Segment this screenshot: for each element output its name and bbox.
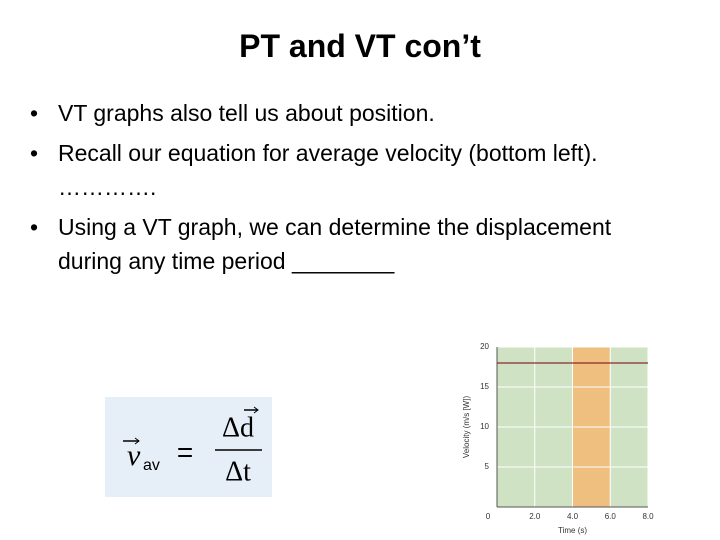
bullet: VT graphs also tell us about position. xyxy=(30,96,660,130)
bullet: Recall our equation for average velocity… xyxy=(30,136,660,204)
vector-arrow xyxy=(253,406,259,414)
equation-box xyxy=(105,397,272,497)
y-tick-label: 5 xyxy=(485,462,490,471)
eq-sub: av xyxy=(143,457,160,474)
y-tick-label: 15 xyxy=(480,382,489,391)
eq-numerator: Δd xyxy=(222,412,254,443)
eq-denominator: Δt xyxy=(225,456,251,487)
slide-title: PT and VT con’t xyxy=(239,28,481,64)
vector-arrow xyxy=(134,437,140,445)
x-tick-label: 4.0 xyxy=(567,512,579,521)
y-axis-label: Velocity (m/s [W]) xyxy=(462,396,471,459)
x-tick-label: 0 xyxy=(486,512,491,521)
y-tick-label: 20 xyxy=(480,342,489,351)
eq-v: v xyxy=(127,439,141,472)
bullet-list: VT graphs also tell us about position. Re… xyxy=(30,96,660,284)
x-axis-label: Time (s) xyxy=(558,526,587,535)
x-tick-label: 8.0 xyxy=(642,512,654,521)
y-tick-label: 10 xyxy=(480,422,489,431)
bullet: Using a VT graph, we can determine the d… xyxy=(30,210,660,278)
x-tick-label: 6.0 xyxy=(605,512,617,521)
eq-equals: = xyxy=(177,436,193,467)
x-tick-label: 2.0 xyxy=(529,512,541,521)
